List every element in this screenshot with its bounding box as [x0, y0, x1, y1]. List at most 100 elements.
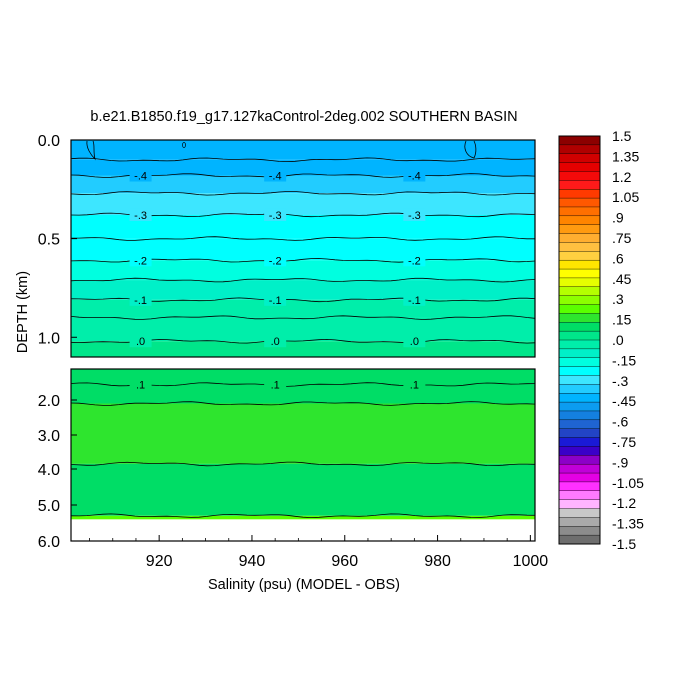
upper-contour-label-bg-9-0	[129, 335, 152, 348]
colorbar-label-20: -1.5	[612, 536, 636, 552]
colorbar-label-9: .15	[612, 312, 632, 328]
colorbar-label-18: -1.2	[612, 495, 636, 511]
colorbar-swatch-23	[558, 339, 601, 350]
colorbar-swatch-43	[558, 517, 601, 527]
colorbar-swatch-39	[558, 481, 601, 492]
lower-missing-region	[71, 519, 535, 541]
colorbar-label-12: -.3	[612, 373, 629, 389]
colorbar-label-19: -1.35	[612, 516, 644, 532]
colorbar-label-3: 1.05	[612, 189, 639, 205]
upper-contour-label-bg-5-1	[264, 254, 287, 267]
surface-contour-right	[464, 140, 477, 159]
colorbar-label-1: 1.35	[612, 148, 639, 164]
lower-contour-label-0-1: .1	[271, 380, 280, 392]
upper-contour-label-bg-7-2	[403, 293, 426, 306]
lower-y-tick-label-4: 6.0	[38, 534, 60, 551]
colorbar-label-4: .9	[612, 210, 624, 226]
colorbar-label-13: -.45	[612, 393, 636, 409]
colorbar-swatch-3	[558, 162, 601, 172]
lower-contour-label-0-0: .1	[136, 380, 145, 392]
colorbar-swatch-18	[558, 295, 601, 306]
colorbar-label-10: .0	[612, 332, 624, 348]
upper-contour-2	[70, 191, 536, 196]
colorbar-swatch-40	[558, 490, 601, 501]
lower-contour-label-bg-0-1	[264, 378, 287, 391]
colorbar: 1.5 1.35 1.2 1.05 .9 .75 .6 .45 .3 .15 .0 -.15 -.3 -.…	[558, 128, 644, 552]
colorbar-swatch-29	[558, 393, 601, 403]
upper-contour-label-bg-3-1	[264, 208, 287, 221]
upper-contour-0	[70, 157, 536, 163]
upper-contour-4	[70, 236, 535, 241]
upper-contour-8	[70, 315, 536, 320]
colorbar-label-5: .75	[612, 230, 632, 246]
upper-contour-label-1-1: -.4	[269, 171, 282, 183]
colorbar-swatch-21	[558, 322, 601, 332]
colorbar-label-17: -1.05	[612, 475, 644, 491]
colorbar-label-15: -.75	[612, 434, 636, 450]
colorbar-swatch-19	[558, 304, 601, 314]
colorbar-swatch-26	[558, 366, 601, 376]
colorbar-swatch-31	[558, 410, 601, 421]
colorbar-swatch-22	[558, 330, 601, 341]
lower-y-tick-label-3: 5.0	[38, 498, 60, 515]
upper-frame	[70, 139, 536, 358]
colorbar-swatch-14	[558, 259, 601, 270]
upper-panel: -.4 -.4 -.4 -.3 -.3 -.3 -.2 -.2 -.2 -.1 -.1 -.1 .0 .0…	[70, 139, 536, 358]
lower-y-tick-label-2: 4.0	[38, 462, 60, 479]
colorbar-swatch-6	[558, 189, 601, 199]
lower-contour-label-bg-0-0	[129, 378, 152, 391]
colorbar-swatch-33	[558, 428, 601, 439]
colorbar-swatch-16	[558, 277, 601, 288]
surface-contour-small	[182, 142, 186, 148]
upper-contour-label-bg-3-0	[129, 208, 152, 221]
colorbar-label-16: -.9	[612, 454, 629, 470]
upper-contour-label-7-0: -.1	[134, 295, 147, 307]
upper-contour-label-3-2: -.3	[408, 210, 421, 222]
upper-contour-label-1-0: -.4	[134, 171, 147, 183]
upper-contour-label-9-2: .0	[410, 336, 419, 348]
chart-title: b.e21.B1850.f19_g17.127kaControl-2deg.00…	[90, 109, 517, 125]
upper-contour-label-3-0: -.3	[134, 210, 147, 222]
upper-contour-label-9-1: .0	[271, 336, 280, 348]
lower-contour-3	[70, 513, 536, 519]
colorbar-swatch-27	[558, 375, 601, 385]
lower-y-tick-label-0: 2.0	[38, 393, 60, 410]
x-tick-label-1: 940	[239, 553, 266, 570]
colorbar-swatch-12	[558, 242, 601, 252]
lower-panel: .1 .1 .1	[70, 368, 536, 542]
colorbar-swatch-5	[558, 180, 601, 190]
colorbar-swatch-30	[558, 401, 601, 412]
lower-contour-label-0-2: .1	[410, 380, 419, 392]
lower-contour-2	[70, 461, 536, 467]
upper-contour-label-3-1: -.3	[269, 210, 282, 222]
upper-contour-label-7-2: -.1	[408, 295, 421, 307]
upper-contour-label-7-1: -.1	[269, 295, 282, 307]
upper-contour-label-bg-7-1	[264, 293, 287, 306]
colorbar-swatch-37	[558, 463, 601, 474]
colorbar-swatch-41	[558, 499, 601, 510]
lower-contour-label-bg-0-2	[403, 378, 426, 391]
upper-contour-label-bg-5-2	[403, 254, 426, 267]
colorbar-label-11: -.15	[612, 352, 636, 368]
colorbar-label-7: .45	[612, 271, 632, 287]
colorbar-swatch-34	[558, 437, 601, 447]
colorbar-swatch-17	[558, 286, 601, 297]
lower-contour-1	[70, 401, 536, 406]
upper-contour-label-1-2: -.4	[408, 171, 421, 183]
lower-band-2	[71, 463, 535, 516]
upper-contour-label-bg-7-0	[129, 293, 152, 306]
colorbar-label-14: -.6	[612, 414, 629, 430]
upper-contour-label-bg-1-1	[264, 169, 287, 182]
upper-y-tick-label-0: 0.0	[38, 133, 60, 150]
colorbar-swatch-28	[558, 384, 601, 394]
x-tick-label-2: 960	[331, 553, 358, 570]
lower-frame	[70, 368, 536, 542]
upper-y-tick-label-1: 0.5	[38, 232, 60, 249]
upper-contour-label-5-2: -.2	[408, 255, 421, 267]
colorbar-swatch-4	[558, 171, 601, 181]
colorbar-swatch-10	[558, 224, 601, 235]
colorbar-swatch-20	[558, 313, 601, 323]
upper-contour-label-9-0: .0	[136, 336, 145, 348]
colorbar-swatch-2	[558, 153, 601, 164]
